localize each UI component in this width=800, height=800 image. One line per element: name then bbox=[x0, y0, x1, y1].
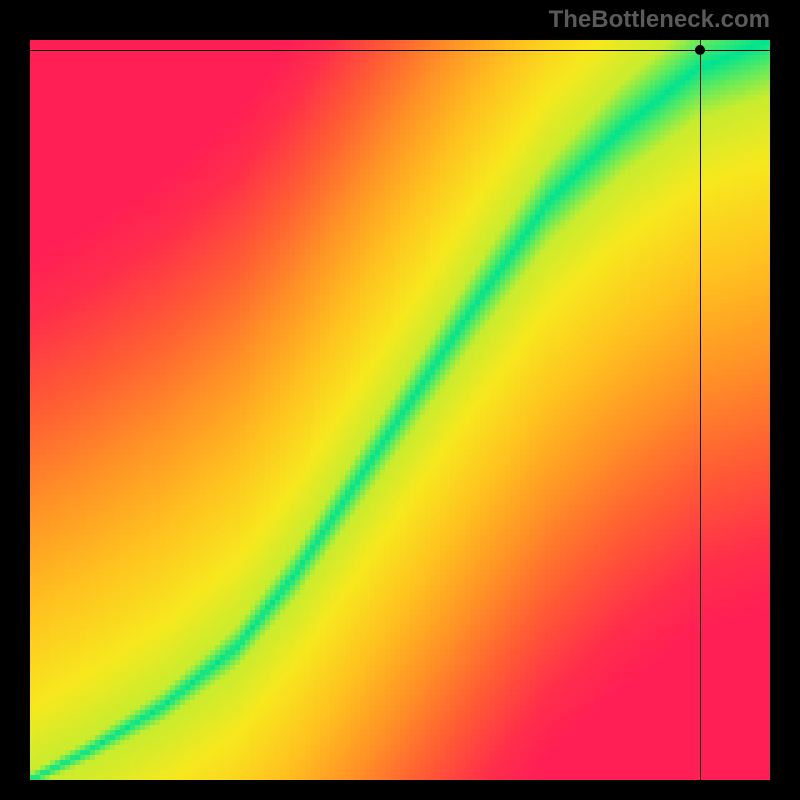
heatmap-plot bbox=[30, 40, 770, 780]
crosshair-marker[interactable] bbox=[695, 45, 705, 55]
crosshair-horizontal bbox=[30, 50, 770, 51]
heatmap-canvas bbox=[30, 40, 770, 780]
watermark-text: TheBottleneck.com bbox=[549, 6, 770, 34]
crosshair-vertical bbox=[700, 40, 701, 780]
